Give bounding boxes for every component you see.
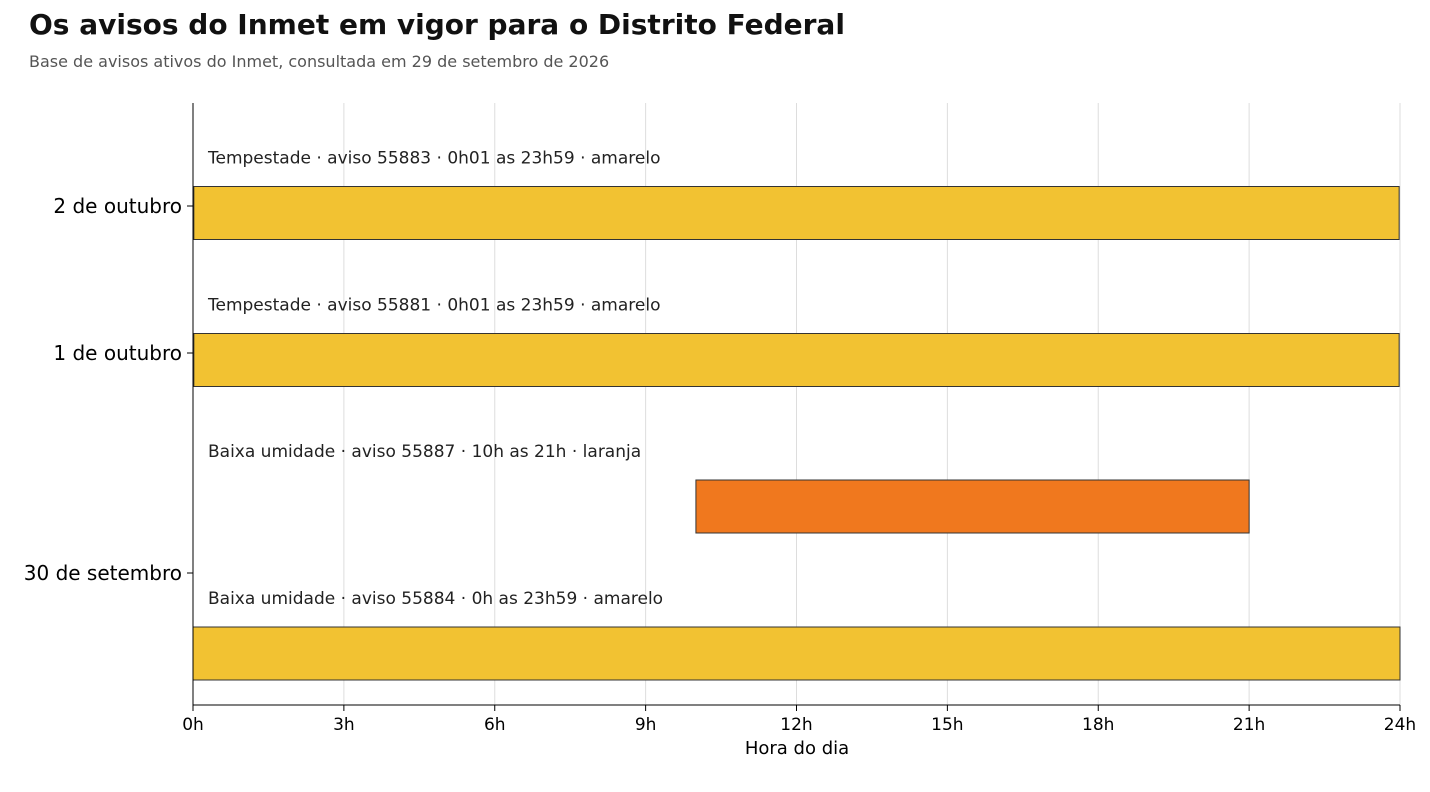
bar-label: Tempestade · aviso 55883 · 0h01 as 23h59…: [207, 149, 660, 169]
x-tick-label: 15h: [931, 715, 963, 735]
x-tick-label: 24h: [1384, 715, 1416, 735]
bar-laranja-30-de-setembro: [695, 479, 1250, 534]
bar-amarelo-30-de-setembro: [192, 626, 1401, 681]
bar-amarelo-2-de-outubro: [193, 186, 1400, 240]
bar-label: Tempestade · aviso 55881 · 0h01 as 23h59…: [207, 296, 660, 316]
chart-title: Os avisos do Inmet em vigor para o Distr…: [29, 8, 845, 41]
x-tick-label: 21h: [1233, 715, 1265, 735]
bar-labels: Baixa umidade · aviso 55884 · 0h as 23h5…: [207, 149, 663, 610]
x-tick-label: 12h: [780, 715, 812, 735]
bar-label: Baixa umidade · aviso 55884 · 0h as 23h5…: [208, 589, 663, 609]
y-tick-label: 2 de outubro: [53, 194, 182, 218]
x-tick-label: 0h: [182, 715, 204, 735]
y-tick-label: 1 de outubro: [53, 341, 182, 365]
x-tick-label: 18h: [1082, 715, 1114, 735]
axes: 30 de setembro 1 de outubro 2 de outubro 0h…: [24, 103, 1416, 735]
bars: [192, 186, 1401, 681]
x-tick-label: 6h: [484, 715, 506, 735]
bar-label: Baixa umidade · aviso 55887 · 10h as 21h…: [208, 442, 641, 462]
y-tick-label: 30 de setembro: [24, 561, 182, 585]
x-axis-title: Hora do dia: [745, 738, 849, 759]
bar-amarelo-1-de-outubro: [193, 333, 1400, 387]
chart-subtitle: Base de avisos ativos do Inmet, consulta…: [29, 52, 610, 71]
x-tick-label: 9h: [635, 715, 657, 735]
x-tick-label: 3h: [333, 715, 355, 735]
